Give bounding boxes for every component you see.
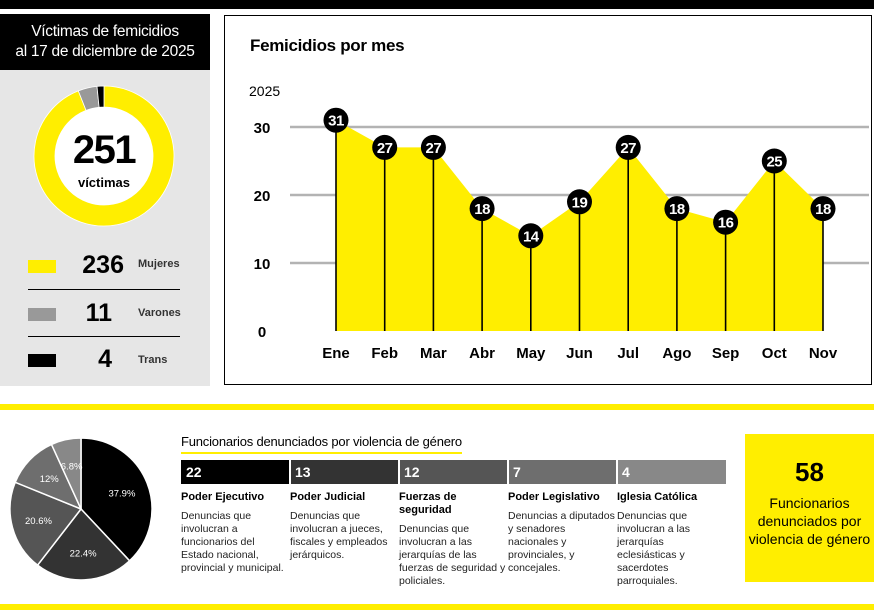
category-count-bar: 12	[399, 460, 508, 484]
x-tick-label: Jul	[617, 345, 639, 362]
data-point-ene	[323, 107, 349, 133]
pie-slice	[36, 507, 131, 581]
category-count-bar: 22	[181, 460, 290, 484]
officials-title: Funcionarios denunciados por violencia d…	[181, 434, 462, 454]
victims-donut-chart	[33, 85, 175, 227]
victims-title: Víctimas de femicidios al 17 de diciembr…	[0, 14, 210, 70]
y-tick-label: 10	[254, 256, 271, 273]
pie-label: 37.9%	[108, 488, 135, 499]
x-tick-label: Sep	[712, 345, 740, 362]
yellow-separator	[0, 604, 874, 610]
legend-divider	[28, 336, 180, 337]
pie-label: 20.6%	[25, 516, 52, 527]
legend-label-mujeres: Mujeres	[138, 258, 180, 270]
officials-pie-chart: 37.9% 22.4% 20.6% 12%6.8%	[9, 437, 153, 581]
data-label: 16	[718, 215, 734, 232]
pie-label: 6.8%	[61, 461, 83, 472]
chart-title: Femicidios por mes	[250, 36, 405, 55]
y-tick-label: 20	[254, 188, 271, 205]
category-count-bar: 4	[617, 460, 726, 484]
data-point-jun	[567, 189, 592, 215]
legend-divider	[28, 289, 180, 290]
top-rule	[0, 0, 874, 9]
x-tick-label: Jun	[566, 345, 593, 362]
category-description: Denuncias a diputados y senadores nacion…	[508, 510, 615, 574]
data-point-ago	[664, 196, 690, 222]
data-label: 27	[377, 140, 393, 157]
y-tick-label: 0	[258, 324, 266, 341]
x-tick-label: Feb	[371, 345, 398, 362]
pie-label: 12%	[40, 474, 60, 485]
data-point-nov	[810, 196, 836, 222]
legend-value-mujeres: 236	[82, 251, 124, 279]
x-tick-label: Oct	[762, 345, 787, 362]
category-name: Fuerzas de seguridad	[399, 491, 457, 516]
data-label: 27	[620, 140, 636, 157]
officials-total-box	[745, 434, 874, 582]
officials-total: 58	[795, 457, 824, 487]
data-point-abr	[469, 196, 495, 222]
category-divider	[507, 460, 509, 484]
legend-swatch-mujeres	[28, 260, 56, 273]
x-tick-label: Nov	[809, 345, 838, 362]
data-point-sep	[713, 209, 739, 235]
category-name: Iglesia Católica	[617, 491, 698, 503]
category-count-bar: 7	[508, 460, 617, 484]
chart-year: 2025	[249, 83, 281, 99]
data-point-feb	[372, 134, 398, 160]
legend-swatch-varones	[28, 308, 56, 321]
data-label: 18	[669, 201, 685, 218]
category-description: Denuncias que involucran a las jerarquía…	[617, 510, 690, 587]
category-name: Poder Judicial	[290, 491, 366, 503]
category-name: Poder Legislativo	[508, 491, 600, 503]
data-label: 18	[474, 201, 490, 218]
data-label: 31	[328, 113, 344, 130]
donut-hole	[55, 107, 153, 205]
data-point-mar	[420, 134, 446, 160]
category-description: Denuncias que involucran a las jerarquía…	[399, 523, 506, 587]
category-divider	[398, 460, 400, 484]
y-tick-label: 30	[254, 120, 271, 137]
x-tick-label: May	[516, 345, 546, 362]
category-name: Poder Ejecutivo	[181, 491, 265, 503]
victims-title-line1: Víctimas de femicidios	[31, 23, 179, 40]
pie-slice	[9, 481, 83, 567]
category-description: Denuncias que involucran a jueces, fisca…	[290, 510, 388, 561]
x-tick-label: Ene	[322, 345, 350, 362]
data-point-jul	[615, 134, 641, 160]
legend-label-trans: Trans	[138, 354, 168, 366]
x-tick-label: Mar	[420, 345, 447, 362]
x-tick-label: Ago	[662, 345, 691, 362]
legend-value-trans: 4	[98, 345, 112, 373]
data-label: 19	[572, 194, 588, 211]
victims-total: 251	[72, 128, 137, 172]
officials-total-label: Funcionarios denunciados por violencia d…	[748, 495, 871, 547]
x-tick-label: Abr	[469, 345, 495, 362]
data-point-may	[518, 223, 544, 249]
category-description: Denuncias que involucran a funcionarios …	[181, 510, 284, 574]
data-label: 14	[523, 228, 540, 245]
data-label: 25	[766, 154, 782, 171]
pie-slice	[80, 437, 153, 562]
legend-swatch-trans	[28, 354, 56, 367]
data-point-oct	[761, 148, 787, 174]
legend-label-varones: Varones	[138, 307, 181, 319]
pie-label: 22.4%	[70, 548, 97, 559]
monthly-femicides-chart: 0 10 20 30 31 Ene 27 Feb 27 Mar 18 Abr 14 May 19 Jun 27 J…	[254, 107, 869, 362]
data-label: 27	[426, 140, 442, 157]
yellow-separator	[0, 404, 874, 410]
pie-slice	[50, 437, 82, 510]
category-divider	[289, 460, 291, 484]
victims-total-label: víctimas	[77, 175, 131, 190]
category-divider	[616, 460, 618, 484]
victims-title-line2: al 17 de diciembre de 2025	[15, 43, 195, 60]
legend-value-varones: 11	[85, 299, 112, 327]
data-label: 18	[815, 201, 831, 218]
category-count-bar: 13	[290, 460, 399, 484]
